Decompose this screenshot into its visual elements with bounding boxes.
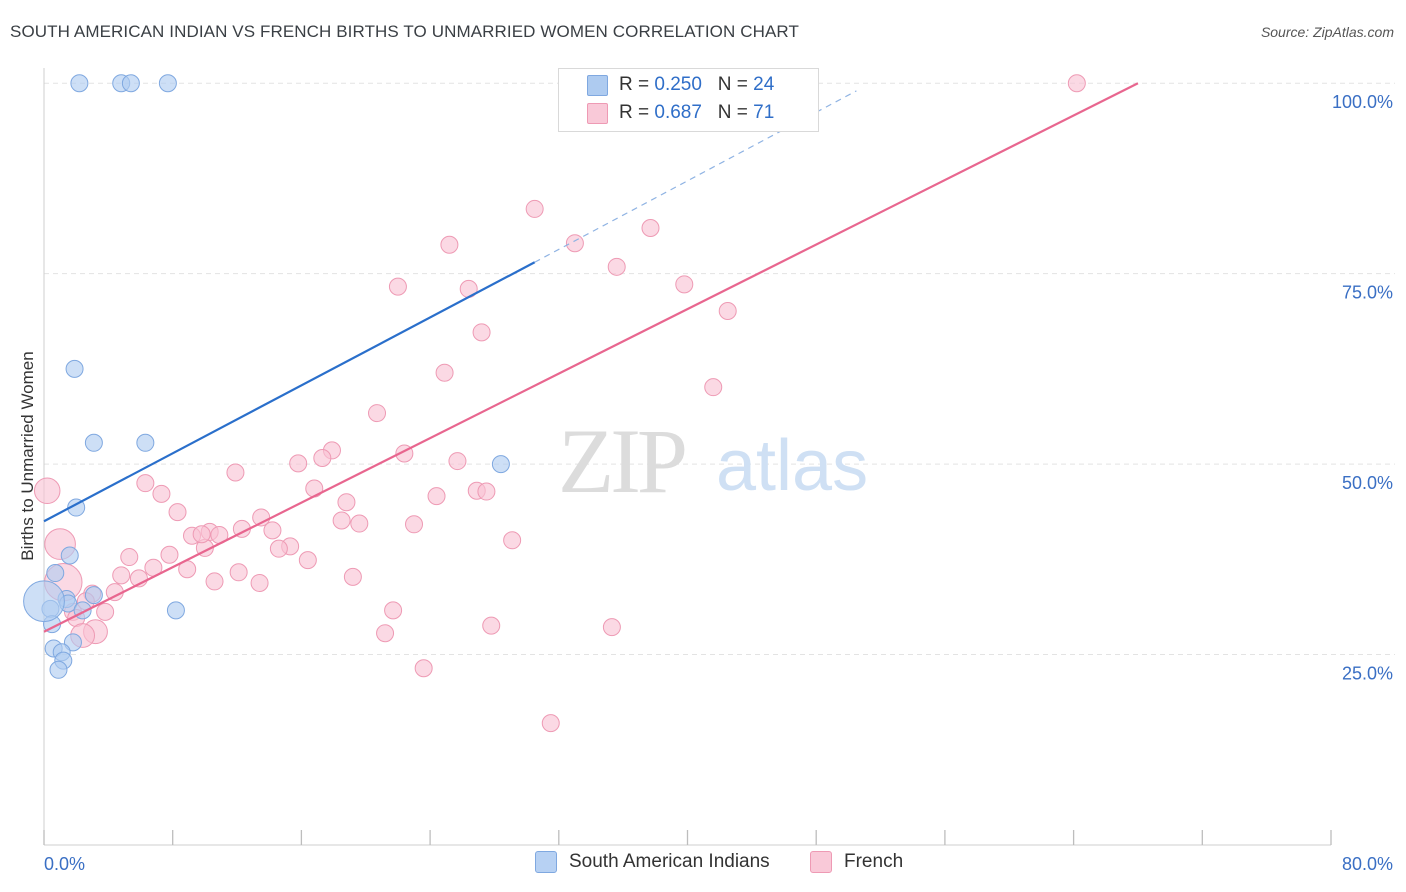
trend-lines [43, 82, 1139, 633]
point-french [641, 218, 660, 237]
point-french [168, 503, 187, 522]
point-french [565, 234, 584, 253]
point-french [472, 323, 491, 342]
point-french [298, 551, 317, 570]
point-french [269, 539, 288, 558]
legend-n-value: 71 [753, 102, 775, 123]
y-tick-label: 50.0% [1342, 473, 1393, 493]
bottom-legend-french: French [810, 851, 903, 873]
point-south-american-indian [158, 74, 177, 93]
legend-n-value: 24 [753, 74, 775, 95]
point-french [607, 257, 626, 276]
legend-r-label: R = [619, 102, 655, 123]
point-french [675, 275, 694, 294]
point-south-american-indian [49, 660, 68, 679]
point-french [229, 563, 248, 582]
point-french [226, 463, 245, 482]
point-french [343, 567, 362, 586]
point-french [152, 484, 171, 503]
chart-title: SOUTH AMERICAN INDIAN VS FRENCH BIRTHS T… [10, 22, 799, 41]
point-french [448, 452, 467, 471]
y-tick-label: 100.0% [1332, 92, 1393, 112]
point-south-american-indian [84, 433, 103, 452]
grid-lines [44, 82, 1395, 656]
legend-r-value: 0.250 [654, 74, 702, 95]
point-french [405, 515, 424, 534]
point-french [704, 378, 723, 397]
y-axis-label: Births to Unmarried Women [18, 351, 37, 561]
point-french [435, 363, 454, 382]
legend-swatch-pink [587, 102, 608, 124]
point-south-american-indian [65, 359, 84, 378]
point-french [503, 531, 522, 550]
point-south-american-indian [63, 633, 82, 652]
bottom-legend-swatch-blue [535, 851, 557, 873]
trend-line-french [43, 82, 1139, 633]
source-credit: Source: ZipAtlas.com [1260, 24, 1394, 40]
tick-labels: 25.0% 50.0% 75.0% 100.0% 0.0% 80.0% [44, 92, 1393, 874]
bottom-legend-swatch-pink [810, 851, 832, 873]
point-south-american-indian [166, 601, 185, 620]
point-french [289, 454, 308, 473]
x-tick-label: 0.0% [44, 854, 85, 874]
legend-n-label: N = [717, 102, 754, 123]
point-french [120, 548, 139, 567]
point-french [718, 302, 737, 321]
point-french [160, 545, 179, 564]
legend-box: R = 0.250 N = 24 R = 0.687 N = 71 [558, 68, 819, 132]
trend-line-south-american-indians [43, 261, 536, 523]
point-french [482, 616, 501, 635]
watermark-zip: ZIP [558, 410, 685, 512]
x-tick-label: 80.0% [1342, 854, 1393, 874]
point-french [376, 624, 395, 643]
legend-n-label: N = [717, 74, 754, 95]
y-tick-label: 25.0% [1342, 664, 1393, 684]
point-french [96, 602, 115, 621]
axes [43, 68, 1332, 846]
point-french [440, 235, 459, 254]
point-french [263, 521, 282, 540]
point-french [368, 404, 387, 423]
data-points [23, 74, 1086, 733]
trend-line-extension [534, 90, 857, 263]
point-french [541, 714, 560, 733]
point-french [337, 493, 356, 512]
point-south-american-indian [121, 74, 140, 93]
point-south-american-indian [60, 546, 79, 565]
point-south-american-indian [46, 564, 65, 583]
point-south-american-indian [23, 580, 65, 623]
bottom-legend-label: South American Indians [569, 851, 770, 872]
point-french [313, 449, 332, 468]
point-french [388, 277, 407, 296]
point-french [427, 487, 446, 506]
point-french [384, 601, 403, 620]
point-south-american-indian [136, 433, 155, 452]
point-french [192, 525, 211, 544]
point-french [525, 199, 544, 218]
point-french [136, 474, 155, 493]
legend-swatch-blue [587, 74, 608, 96]
point-french [112, 566, 131, 585]
point-french [602, 618, 621, 637]
y-tick-label: 75.0% [1342, 283, 1393, 303]
point-french [1067, 74, 1086, 93]
point-french [350, 514, 369, 533]
point-french [332, 511, 351, 530]
point-french [414, 659, 433, 678]
point-south-american-indian [70, 74, 89, 93]
watermark-atlas: atlas [716, 426, 868, 506]
point-south-american-indian [491, 455, 510, 474]
watermark: ZIP atlas [558, 410, 868, 512]
point-french [250, 573, 269, 592]
legend-r-label: R = [619, 74, 655, 95]
legend-r-value: 0.687 [654, 102, 702, 123]
bottom-legend-label: French [844, 851, 904, 872]
point-french [477, 482, 496, 501]
point-french [33, 477, 61, 505]
point-south-american-indian [84, 586, 103, 605]
bottom-legend-south-american-indians: South American Indians [535, 851, 770, 873]
point-french [205, 572, 224, 591]
